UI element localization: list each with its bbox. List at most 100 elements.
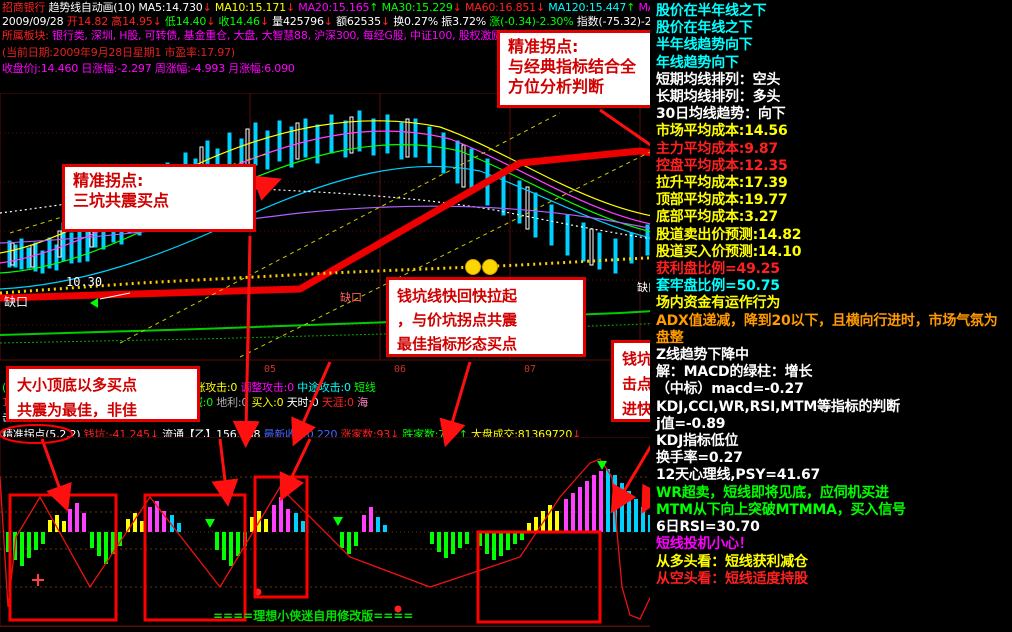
sidebar-line-0: 股价在半年线之下 xyxy=(656,3,767,19)
trend-arrow-icon: ↓ xyxy=(390,428,400,441)
macd-histogram xyxy=(6,469,694,566)
sidebar-line-6: 30日均线趋势：向下 xyxy=(656,106,786,123)
quote-field-3: 收14.46 xyxy=(215,15,261,28)
trend-arrow-icon: ↓ xyxy=(259,15,269,28)
close-field-0: 收盘价j:14.460 xyxy=(2,62,79,75)
sidebar-line-14: 股道买入价预测:14.10 xyxy=(656,243,802,260)
trend-arrow-icon: ↓ xyxy=(202,1,212,14)
sidebar-line-26: 12天心理线,PSY=41.67 xyxy=(656,467,821,484)
sidebar-line-11: 顶部平均成本:19.77 xyxy=(656,192,788,209)
ma-value-0: MA5:14.730 xyxy=(138,1,203,14)
trend-arrow-icon: ↑ xyxy=(369,1,379,14)
quote-field-7: 振3.72% xyxy=(437,15,487,28)
sidebar-line-25: 换手率=0.27 xyxy=(656,450,743,467)
callout-bottom-left: 大小顶底以多买点 共震为最佳，非佳 xyxy=(6,366,200,422)
sub2-field-6: 天时:0 xyxy=(283,396,319,409)
sidebar-line-18: ADX值递减，降到20以下，且横向行进时，市场气氛为盘整 xyxy=(656,312,998,346)
oscillator-line xyxy=(0,458,753,620)
trend-arrow-icon: ↓ xyxy=(206,15,216,28)
sidebar-line-2: 半年线趋势向下 xyxy=(656,37,753,54)
sub2-field-5: 买入:0 xyxy=(248,396,284,409)
ma-value-5: MA120:15.447 xyxy=(545,1,627,14)
support-band xyxy=(0,304,753,336)
close-field-2: 周涨幅:-4.993 xyxy=(151,62,225,75)
header-quote-row: 2009/09/28 开14.82 高14.95↓ 低14.40↓ 收14.46… xyxy=(0,15,679,28)
ma-value-3: MA30:15.229 xyxy=(378,1,453,14)
sidebar-line-23: j值=-0.89 xyxy=(656,415,726,432)
indicator-title: 趋势线自动画(10) xyxy=(48,1,136,14)
time-tick: 05 xyxy=(264,364,277,375)
analysis-sidebar[interactable]: 股价在半年线之下 股价在年线之下 半年线趋势向下 年线趋势向下 短期均线排列：空头 长期均… xyxy=(650,0,1012,632)
callout-arrows-sub xyxy=(40,438,312,512)
sector-label: 所属板块: xyxy=(2,29,49,42)
sector-list[interactable]: 银行类, 深圳, H股, 可转债, 基金重仓, 大盘, 大智慧88, 沪深300… xyxy=(52,29,549,42)
sidebar-line-22: KDJ,CCI,WR,RSI,MTM等指标的判断 xyxy=(656,398,900,415)
trend-arrow-icon: ↓ xyxy=(535,1,546,14)
sidebar-line-20: 解：MACD的绿柱：增长 xyxy=(656,364,813,381)
signal-markers xyxy=(32,461,704,613)
sub1-field-4: 调整攻击:0 xyxy=(237,381,294,394)
trend-arrow-icon: ↓ xyxy=(572,428,582,441)
close-field-1: 日涨幅:-2.297 xyxy=(78,62,152,75)
bead-chain xyxy=(0,253,701,295)
sidebar-line-28: MTM从下向上突破MTMMA，买入信号 xyxy=(656,501,906,518)
sidebar-line-19: Z线趋势下降中 xyxy=(656,347,749,364)
sidebar-line-31: 从多头看：短线获利减仓 xyxy=(656,553,808,570)
sidebar-line-12: 底部平均成本:3.27 xyxy=(656,209,778,226)
trend-arrow-icon: ↓ xyxy=(452,1,462,14)
bottom-indicator-strip xyxy=(0,626,790,632)
trend-arrow-icon: ↓ xyxy=(380,15,390,28)
sidebar-line-9: 控盘平均成本:12.35 xyxy=(656,157,788,174)
header-close-row: 收盘价j:14.460 日涨幅:-2.297 周涨幅:-4.993 月涨幅:6.… xyxy=(0,62,650,75)
quote-values: 开14.82 高14.95↓ 低14.40↓ 收14.46↓ 量425796↓ … xyxy=(67,15,679,28)
callout-left: 精准拐点: 三坑共震买点 xyxy=(62,164,256,232)
smiley-icon xyxy=(465,259,481,275)
sidebar-line-3: 年线趋势向下 xyxy=(656,54,739,71)
gap-label: 缺口 xyxy=(340,291,362,304)
ma-value-2: MA20:15.165 xyxy=(294,1,370,14)
trend-arrow-icon: ↓ xyxy=(152,15,162,28)
smiley-icon xyxy=(482,259,498,275)
ma-value-1: MA10:15.171 xyxy=(211,1,286,14)
highlight-boxes xyxy=(8,475,602,624)
sidebar-line-16: 套牢盘比例=50.75 xyxy=(656,278,780,295)
sub2-field-8: 海 xyxy=(353,396,368,409)
watermark-text: ====理想小侠迷自用修改版==== xyxy=(213,609,414,623)
sidebar-line-21: （中标）macd=-0.27 xyxy=(656,381,804,398)
trend-arrow-icon: ↓ xyxy=(149,428,159,441)
stock-name[interactable]: 招商银行 xyxy=(2,1,46,14)
quote-field-1: 高14.95 xyxy=(108,15,153,28)
sidebar-line-30: 短线投机小心！ xyxy=(656,536,753,553)
sidebar-line-7: 市场平均成本:14.56 xyxy=(656,123,788,140)
sub2-field-7: 天涯:0 xyxy=(318,396,354,409)
quote-date: 2009/09/28 xyxy=(2,15,64,28)
sidebar-line-17: 场内资金有运作行为 xyxy=(656,295,781,312)
sidebar-line-32: 从空头看：短线适度持股 xyxy=(656,570,808,587)
current-date-line: (当前日期:2009年9月28日星期1 市盈率:17.97) xyxy=(2,46,235,59)
sidebar-line-15: 获利盘比例=49.25 xyxy=(656,261,780,278)
sub1-field-6: 短线 xyxy=(350,381,376,394)
sidebar-line-13: 股道卖出价预测:14.82 xyxy=(656,226,802,243)
sidebar-line-8: 主力平均成本:9.87 xyxy=(656,140,778,157)
sidebar-line-4: 短期均线排列：空头 xyxy=(656,71,781,88)
trend-arrow-icon: ↓ xyxy=(285,1,295,14)
quote-field-8: 涨(-0.34)-2.30% xyxy=(486,15,574,28)
quote-field-6: 换0.27% xyxy=(389,15,438,28)
sidebar-line-10: 拉升平均成本:17.39 xyxy=(656,175,788,192)
header-ma-row: 招商银行 趋势线自动画(10) MA5:14.730↓ MA10:15.171↓… xyxy=(0,1,800,14)
close-values: 收盘价j:14.460 日涨幅:-2.297 周涨幅:-4.993 月涨幅:6.… xyxy=(2,62,295,75)
gap-value: 10.30 xyxy=(66,275,103,289)
trend-arrow-icon: ↑ xyxy=(626,1,636,14)
header-sector-row: 所属板块: 银行类, 深圳, H股, 可转债, 基金重仓, 大盘, 大智慧88,… xyxy=(0,29,650,42)
sidebar-line-24: KDJ指标低位 xyxy=(656,433,739,450)
sidebar-line-5: 长期均线排列：多头 xyxy=(656,89,781,106)
quote-field-5: 额62535 xyxy=(332,15,381,28)
sidebar-line-27: WR超卖，短线即将见底，应伺机买进 xyxy=(656,484,889,501)
header-date-row: (当前日期:2009年9月28日星期1 市盈率:17.97) xyxy=(0,46,650,59)
quote-field-4: 量425796 xyxy=(268,15,324,28)
sub2-field-4: 地利:0 xyxy=(213,396,249,409)
ma-value-4: MA60:16.851 xyxy=(461,1,536,14)
close-field-3: 月涨幅:6.090 xyxy=(225,62,295,75)
sub1-field-5: 中途攻击:0 xyxy=(293,381,351,394)
